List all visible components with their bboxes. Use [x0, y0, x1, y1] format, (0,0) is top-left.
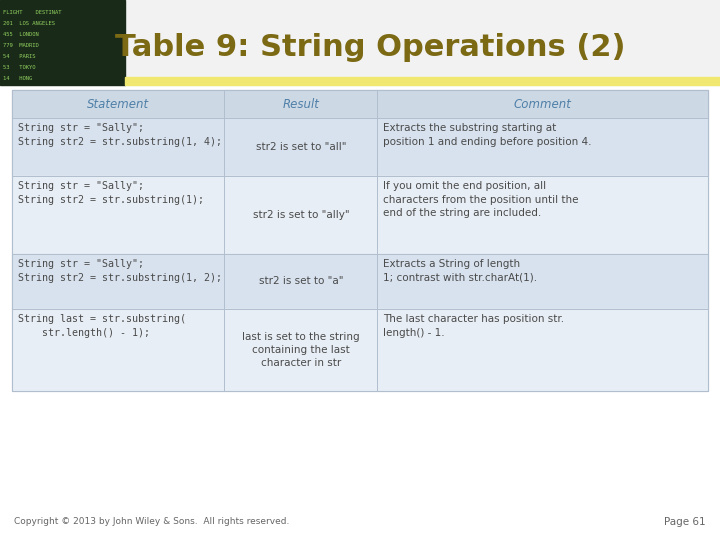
Text: str2 is set to "ally": str2 is set to "ally" — [253, 210, 349, 220]
Text: last is set to the string
containing the last
character in str: last is set to the string containing the… — [242, 332, 360, 368]
Bar — [12, 90, 708, 118]
Text: Extracts the substring starting at
position 1 and ending before position 4.: Extracts the substring starting at posit… — [383, 123, 592, 146]
Bar — [12, 309, 708, 391]
Text: Extracts a String of length
1; contrast with str.charAt(1).: Extracts a String of length 1; contrast … — [383, 259, 538, 282]
Text: str2 is set to "all": str2 is set to "all" — [256, 142, 346, 152]
Text: String str = "Sally";
String str2 = str.substring(1);: String str = "Sally"; String str2 = str.… — [18, 181, 204, 205]
Bar — [12, 176, 708, 254]
Text: 201  LOS ANGELES: 201 LOS ANGELES — [3, 21, 55, 26]
Text: Copyright © 2013 by John Wiley & Sons.  All rights reserved.: Copyright © 2013 by John Wiley & Sons. A… — [14, 517, 289, 526]
Text: Comment: Comment — [514, 98, 572, 111]
Text: 779  MADRID: 779 MADRID — [3, 43, 39, 48]
Text: The last character has position str.
length() - 1.: The last character has position str. len… — [383, 314, 564, 338]
Text: str2 is set to "a": str2 is set to "a" — [258, 276, 343, 287]
Text: Statement: Statement — [87, 98, 149, 111]
Text: 53   TOKYO: 53 TOKYO — [3, 65, 35, 70]
Text: String str = "Sally";
String str2 = str.substring(1, 2);: String str = "Sally"; String str2 = str.… — [18, 259, 222, 282]
Bar — [0, 0, 125, 85]
Bar — [12, 254, 708, 309]
Bar — [0, 0, 720, 85]
Text: String last = str.substring(
    str.length() - 1);: String last = str.substring( str.length(… — [18, 314, 186, 338]
Text: FLIGHT    DESTINAT: FLIGHT DESTINAT — [3, 10, 61, 15]
Text: 455  LONDON: 455 LONDON — [3, 32, 39, 37]
Text: 14   HONG: 14 HONG — [3, 76, 32, 81]
Text: Table 9: String Operations (2): Table 9: String Operations (2) — [114, 33, 625, 63]
Text: Result: Result — [282, 98, 319, 111]
Text: Page 61: Page 61 — [665, 517, 706, 527]
Text: 54   PARIS: 54 PARIS — [3, 54, 35, 59]
Bar — [125, 77, 720, 85]
Bar — [12, 118, 708, 176]
Text: If you omit the end position, all
characters from the position until the
end of : If you omit the end position, all charac… — [383, 181, 579, 218]
Bar — [12, 90, 708, 391]
Text: String str = "Sally";
String str2 = str.substring(1, 4);: String str = "Sally"; String str2 = str.… — [18, 123, 222, 146]
